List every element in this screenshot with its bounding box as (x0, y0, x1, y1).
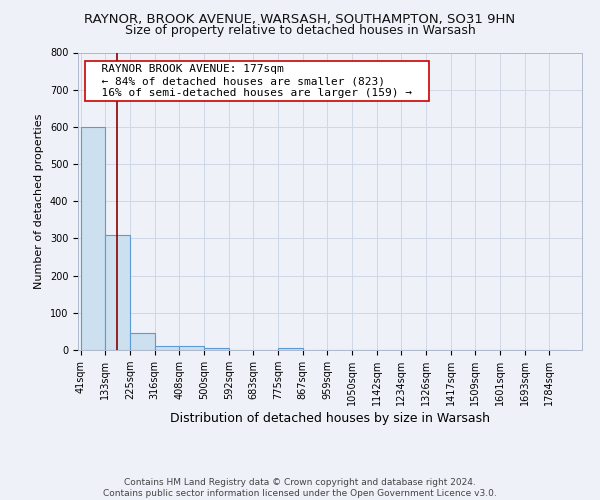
Bar (80, 127, 106, 350)
Bar (278, 348, 303, 350)
Bar (179, 346, 204, 350)
Text: RAYNOR BROOK AVENUE: 177sqm  
  ← 84% of detached houses are smaller (823)  
  1: RAYNOR BROOK AVENUE: 177sqm ← 84% of det… (88, 64, 425, 98)
Text: RAYNOR, BROOK AVENUE, WARSASH, SOUTHAMPTON, SO31 9HN: RAYNOR, BROOK AVENUE, WARSASH, SOUTHAMPT… (85, 12, 515, 26)
Text: Contains HM Land Registry data © Crown copyright and database right 2024.
Contai: Contains HM Land Registry data © Crown c… (103, 478, 497, 498)
Bar (130, 334, 155, 350)
Bar (155, 346, 179, 350)
Bar (106, 234, 130, 350)
Y-axis label: Number of detached properties: Number of detached properties (34, 114, 44, 289)
Text: Size of property relative to detached houses in Warsash: Size of property relative to detached ho… (125, 24, 475, 37)
X-axis label: Distribution of detached houses by size in Warsash: Distribution of detached houses by size … (170, 412, 490, 425)
Bar (204, 348, 229, 350)
